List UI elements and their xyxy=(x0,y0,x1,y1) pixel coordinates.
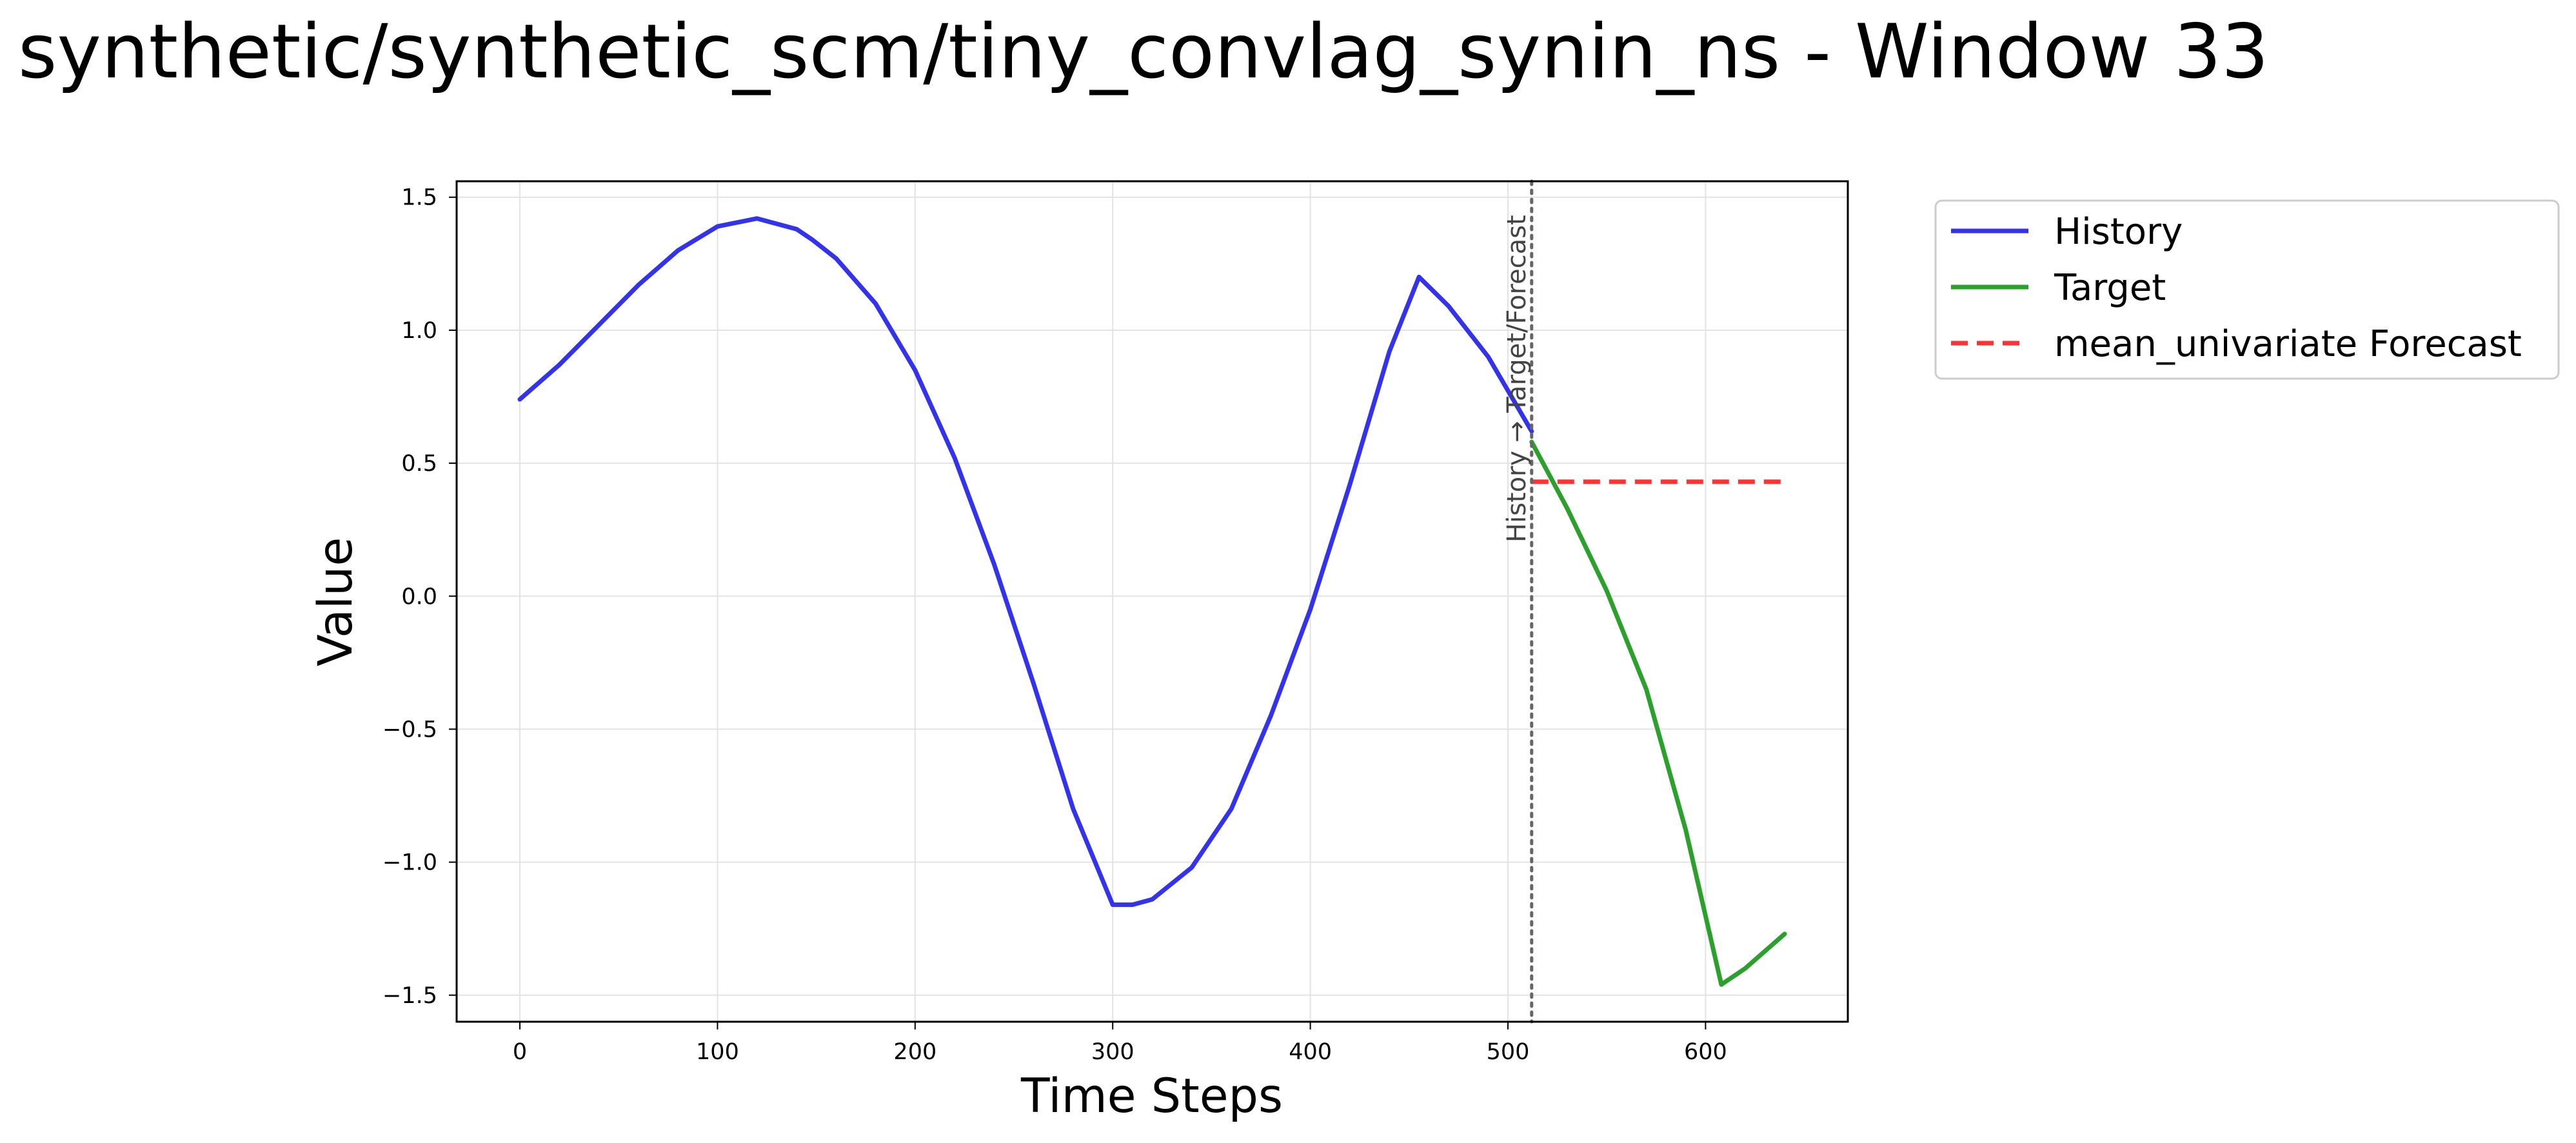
y-tick-label: −1.0 xyxy=(382,850,437,876)
legend-frame xyxy=(1934,199,2560,380)
x-tick-label: 0 xyxy=(513,1039,527,1065)
x-tick-label: 600 xyxy=(1684,1039,1727,1065)
y-tick-label: 1.5 xyxy=(401,185,437,211)
x-axis-ticks: 0 100 200 300 400 500 600 xyxy=(513,1022,1727,1065)
legend-label: mean_univariate Forecast xyxy=(2054,323,2522,365)
plot-frame xyxy=(455,180,1849,1023)
legend-label: History xyxy=(2054,211,2183,253)
split-marker-group: History → Target/Forecast xyxy=(1502,179,1534,1024)
y-tick-label: 0.0 xyxy=(401,584,437,610)
y-tick-label: 0.5 xyxy=(401,451,437,477)
figure-title: synthetic/synthetic_scm/tiny_convlag_syn… xyxy=(18,8,2269,95)
x-tick-label: 300 xyxy=(1091,1039,1134,1065)
y-tick-label: 1.0 xyxy=(401,318,437,344)
x-tick-label: 100 xyxy=(696,1039,739,1065)
x-tick-label: 200 xyxy=(893,1039,936,1065)
y-axis-ticks: 1.5 1.0 0.5 0.0 −0.5 −1.0 −1.5 xyxy=(382,185,457,1009)
y-tick-label: −0.5 xyxy=(382,717,437,742)
x-tick-label: 400 xyxy=(1289,1039,1332,1065)
x-axis-label: Time Steps xyxy=(1020,1069,1283,1124)
legend: History Target mean_univariate Forecast xyxy=(1934,199,2560,380)
y-tick-label: −1.5 xyxy=(382,983,437,1009)
x-tick-label: 500 xyxy=(1487,1039,1530,1065)
plot-area: History → Target/Forecast 0 100 200 300 400 5… xyxy=(382,179,1849,1065)
series-line-target xyxy=(1529,439,1787,987)
y-axis-label: Value xyxy=(308,537,363,666)
grid-lines xyxy=(457,181,1848,1022)
series-lines xyxy=(517,216,1787,987)
split-marker-label: History → Target/Forecast xyxy=(1502,215,1532,542)
legend-label: Target xyxy=(2054,267,2166,309)
series-line-history xyxy=(517,216,1534,908)
